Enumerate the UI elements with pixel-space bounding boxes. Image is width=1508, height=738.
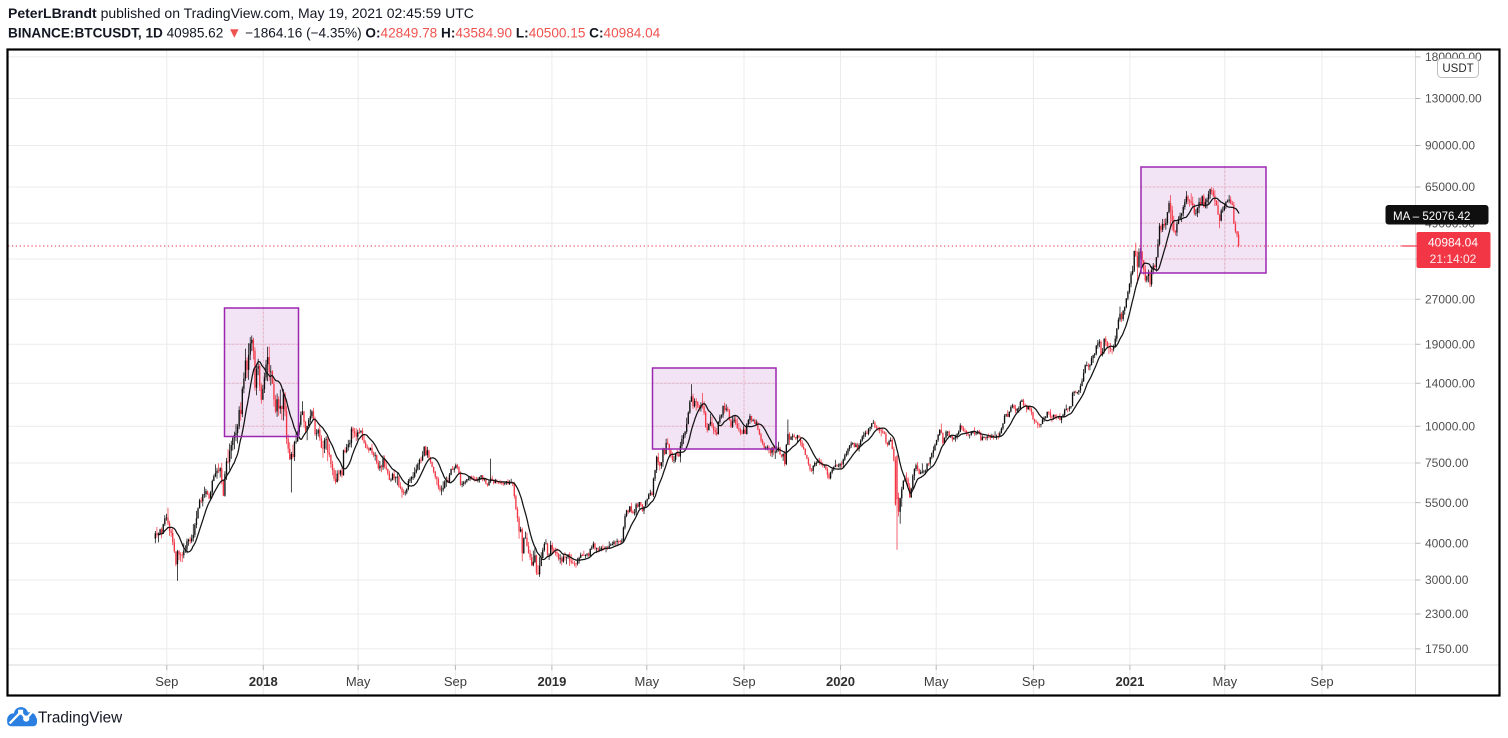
- svg-text:1750.00: 1750.00: [1425, 642, 1469, 656]
- svg-text:2020: 2020: [826, 674, 855, 689]
- svg-text:21:14:02: 21:14:02: [1430, 252, 1477, 266]
- svg-text:27000.00: 27000.00: [1425, 293, 1475, 307]
- svg-text:65000.00: 65000.00: [1425, 180, 1475, 194]
- svg-text:19000.00: 19000.00: [1425, 337, 1475, 351]
- svg-text:Sep: Sep: [732, 674, 755, 689]
- svg-text:May: May: [1213, 674, 1238, 689]
- svg-text:2018: 2018: [249, 674, 278, 689]
- svg-text:2021: 2021: [1115, 674, 1144, 689]
- svg-text:3000.00: 3000.00: [1425, 573, 1469, 587]
- svg-text:4000.00: 4000.00: [1425, 537, 1469, 551]
- svg-text:Sep: Sep: [155, 674, 178, 689]
- svg-text:40984.04: 40984.04: [1428, 236, 1478, 250]
- svg-text:2300.00: 2300.00: [1425, 607, 1469, 621]
- svg-text:TradingView: TradingView: [38, 710, 123, 727]
- svg-text:5500.00: 5500.00: [1425, 496, 1469, 510]
- svg-text:MA – 52076.42: MA – 52076.42: [1393, 211, 1470, 223]
- svg-text:14000.00: 14000.00: [1425, 376, 1475, 390]
- svg-text:Sep: Sep: [1310, 674, 1333, 689]
- svg-text:BINANCE:BTCUSDT, 1D 40985.62: BINANCE:BTCUSDT, 1D 40985.62 ▼ −1864.16 …: [8, 26, 661, 42]
- svg-text:May: May: [346, 674, 371, 689]
- svg-text:Sep: Sep: [444, 674, 467, 689]
- svg-text:PeterLBrandt published on Trad: PeterLBrandt published on TradingView.co…: [8, 5, 474, 21]
- svg-text:May: May: [924, 674, 949, 689]
- svg-text:90000.00: 90000.00: [1425, 139, 1475, 153]
- svg-text:10000.00: 10000.00: [1425, 419, 1475, 433]
- svg-text:130000.00: 130000.00: [1425, 92, 1482, 106]
- svg-text:7500.00: 7500.00: [1425, 456, 1469, 470]
- svg-text:Sep: Sep: [1022, 674, 1045, 689]
- svg-text:USDT: USDT: [1442, 63, 1473, 75]
- svg-text:2019: 2019: [537, 674, 566, 689]
- svg-text:May: May: [635, 674, 660, 689]
